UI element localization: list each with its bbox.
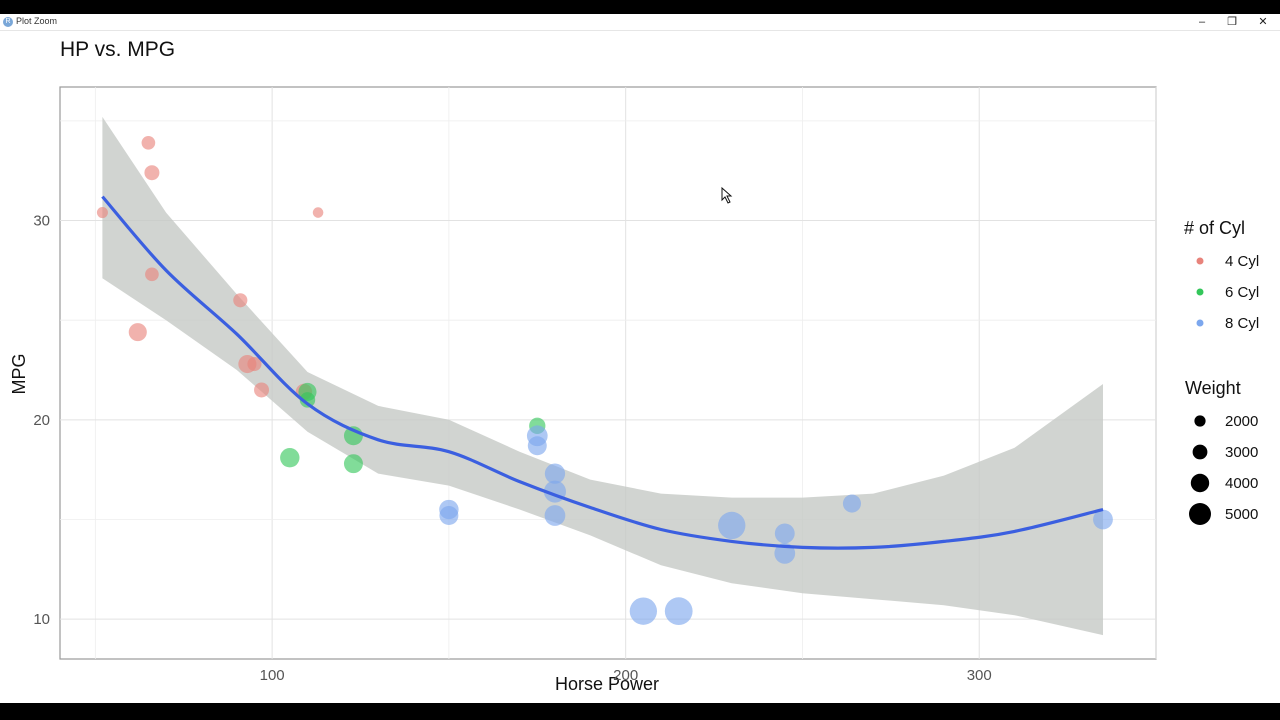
data-point xyxy=(141,135,156,150)
data-point xyxy=(1093,509,1113,530)
smooth-line xyxy=(101,195,1104,550)
chart-title: HP vs. MPG xyxy=(60,38,175,61)
data-point xyxy=(233,293,248,308)
maximize-icon[interactable]: ❐ xyxy=(1227,16,1237,28)
data-point xyxy=(718,511,746,540)
data-point xyxy=(280,448,300,468)
plot-zoom-window: R Plot Zoom – ❐ ✕ HP vs. MPG Horse Power… xyxy=(0,14,1280,703)
data-point xyxy=(145,267,159,282)
color-legend-title: # of Cyl xyxy=(1184,218,1245,238)
x-tick-label: 100 xyxy=(260,667,285,684)
legend-color-label: 4 Cyl xyxy=(1225,253,1259,270)
cursor-arrow-icon xyxy=(721,186,733,204)
data-point xyxy=(247,356,262,372)
legend: # of Cyl 4 Cyl 6 Cyl 8 Cyl Weight 2000 3000 400… xyxy=(1184,218,1259,525)
legend-size-key xyxy=(1189,503,1211,525)
legend-size-key xyxy=(1192,444,1208,460)
data-point xyxy=(439,506,459,525)
legend-size-label: 5000 xyxy=(1225,506,1258,523)
plot-area xyxy=(59,86,1157,660)
r-app-icon: R xyxy=(3,17,13,27)
data-point xyxy=(526,425,548,447)
legend-color-label: 6 Cyl xyxy=(1225,284,1259,301)
y-tick-label: 20 xyxy=(33,412,50,429)
x-tick-label: 200 xyxy=(613,667,638,684)
y-tick-label: 30 xyxy=(33,213,50,230)
close-icon[interactable]: ✕ xyxy=(1258,16,1268,28)
legend-size-key xyxy=(1194,415,1206,427)
legend-size-label: 4000 xyxy=(1225,475,1258,492)
data-point xyxy=(544,505,566,526)
legend-color-key xyxy=(1196,319,1204,327)
legend-size-label: 3000 xyxy=(1225,444,1258,461)
x-tick-label: 300 xyxy=(967,667,992,684)
data-point xyxy=(343,454,363,474)
legend-color-key xyxy=(1196,288,1204,296)
legend-size-key xyxy=(1190,473,1210,493)
minimize-icon[interactable]: – xyxy=(1198,16,1206,28)
chart-canvas: HP vs. MPG Horse Power MPG # of Cyl 4 Cyl… xyxy=(9,38,1259,694)
window-titlebar: R Plot Zoom – ❐ ✕ xyxy=(0,14,1280,31)
x-axis-label: Horse Power xyxy=(555,674,659,694)
data-point xyxy=(544,463,566,484)
data-point xyxy=(629,597,658,625)
data-point xyxy=(254,382,270,398)
data-point xyxy=(842,494,861,513)
data-point xyxy=(664,597,693,626)
data-point xyxy=(144,165,160,181)
y-tick-label: 10 xyxy=(33,611,50,628)
data-point xyxy=(128,323,147,342)
y-axis-label: MPG xyxy=(9,353,29,394)
data-point xyxy=(298,382,317,401)
window-title: Plot Zoom xyxy=(16,16,58,26)
data-point xyxy=(312,207,324,218)
data-point xyxy=(96,207,108,219)
legend-color-label: 8 Cyl xyxy=(1225,315,1259,332)
data-point xyxy=(774,523,795,544)
legend-size-label: 2000 xyxy=(1225,413,1258,430)
legend-color-key xyxy=(1196,257,1204,265)
size-legend-title: Weight xyxy=(1185,378,1241,398)
